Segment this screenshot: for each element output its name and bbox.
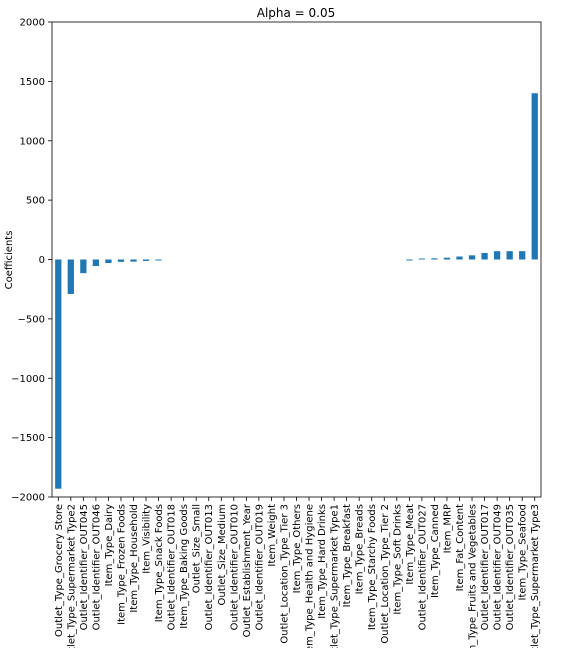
x-tick-label: Outlet_Identifier_OUT035: [505, 504, 516, 630]
x-tick-label: Item_Type_Dairy: [104, 504, 115, 586]
y-tick-label: −500: [18, 314, 45, 325]
x-tick-label: Outlet_Type_Supermarket Type1: [330, 504, 341, 648]
x-tick-label: Item_Type_Meat: [405, 504, 416, 585]
x-tick-label: Outlet_Establishment_Year: [242, 503, 253, 637]
bar: [431, 258, 438, 260]
bar: [506, 251, 513, 260]
y-tick-label: −2000: [11, 493, 45, 504]
bar: [519, 251, 526, 260]
x-tick-label: Outlet_Identifier_OUT017: [480, 504, 491, 630]
chart-title: Alpha = 0.05: [257, 6, 336, 20]
x-tick-label: Outlet_Size_Small: [192, 504, 203, 593]
x-tick-label: Outlet_Type_Supermarket Type3: [530, 504, 541, 648]
x-tick-label: Outlet_Type_Grocery Store: [54, 504, 65, 637]
x-tick-label: Item_Type_Fruits and Vegetables: [468, 504, 479, 648]
y-tick-label: 2000: [20, 18, 45, 29]
y-tick-label: −1500: [11, 433, 45, 444]
plot-frame: [51, 21, 542, 498]
x-tick-label: Outlet_Location_Type_Tier 3: [279, 504, 290, 644]
bar: [443, 257, 451, 260]
bar: [55, 259, 62, 489]
x-tick-label: Item_Type_Breakfast: [342, 504, 353, 607]
bar: [406, 259, 413, 261]
bar: [531, 93, 538, 260]
x-tick-label: Item_Type_Baking Goods: [179, 504, 190, 629]
x-tick-label: Item_Type_Household: [129, 504, 140, 613]
bar: [142, 259, 150, 261]
x-tick-label: Outlet_Identifier_OUT046: [91, 504, 102, 630]
bar: [493, 251, 501, 260]
bar: [105, 259, 112, 264]
x-tick-label: Outlet_Identifier_OUT049: [493, 504, 504, 630]
x-tick-label: Outlet_Location_Type_Tier 2: [380, 504, 391, 644]
y-tick-label: 0: [39, 255, 45, 266]
x-tick-label: Outlet_Identifier_OUT027: [417, 504, 428, 630]
y-tick-label: 1000: [20, 136, 45, 147]
bar: [67, 259, 74, 294]
x-tick-label: Item_Type_Starchy Foods: [367, 504, 378, 630]
y-tick-label: 1500: [20, 77, 45, 88]
x-tick-label: Item_Weight: [267, 504, 278, 567]
bar: [92, 259, 100, 267]
y-axis-label: Coefficients: [4, 231, 15, 290]
bar: [418, 258, 426, 260]
x-tick-label: Item_Type_Canned: [430, 504, 441, 598]
x-tick-label: Item_Type_Snack Foods: [154, 504, 165, 622]
x-tick-label: Outlet_Identifier_OUT045: [79, 504, 90, 630]
bar: [468, 255, 476, 260]
bar: [80, 259, 87, 274]
y-tick-label: 500: [26, 196, 45, 207]
x-tick-label: Outlet_Identifier_OUT010: [229, 504, 240, 630]
bar: [481, 252, 488, 260]
x-tick-label: Item_Type_Hard Drinks: [317, 504, 328, 619]
bar: [456, 256, 463, 260]
x-tick-label: Outlet_Identifier_OUT019: [254, 504, 265, 630]
bar: [117, 259, 125, 262]
x-tick-label: Item_Type_Health and Hygiene: [305, 504, 316, 648]
x-tick-label: Outlet_Size_Medium: [217, 504, 228, 606]
x-tick-label: Item_MRP: [442, 504, 453, 553]
x-tick-label: Item_Type_Breads: [355, 504, 366, 594]
bar: [155, 259, 162, 261]
x-tick-label: Item_Type_Others: [292, 504, 303, 593]
x-tick-label: Item_Type_Seafood: [518, 504, 529, 600]
bar: [130, 259, 137, 262]
x-tick-label: Item_Type_Soft Drinks: [392, 504, 403, 615]
x-tick-label: Outlet_Identifier_OUT018: [167, 504, 178, 630]
x-tick-label: Item_Type_Frozen Foods: [116, 504, 127, 625]
x-tick-label: Outlet_Identifier_OUT013: [204, 504, 215, 630]
y-tick-label: −1000: [11, 374, 45, 385]
x-tick-label: Outlet_Type_Supermarket Type2: [66, 504, 77, 648]
x-tick-label: Item_Fat_Content: [455, 504, 466, 591]
x-tick-label: Item_Visibility: [142, 504, 153, 574]
